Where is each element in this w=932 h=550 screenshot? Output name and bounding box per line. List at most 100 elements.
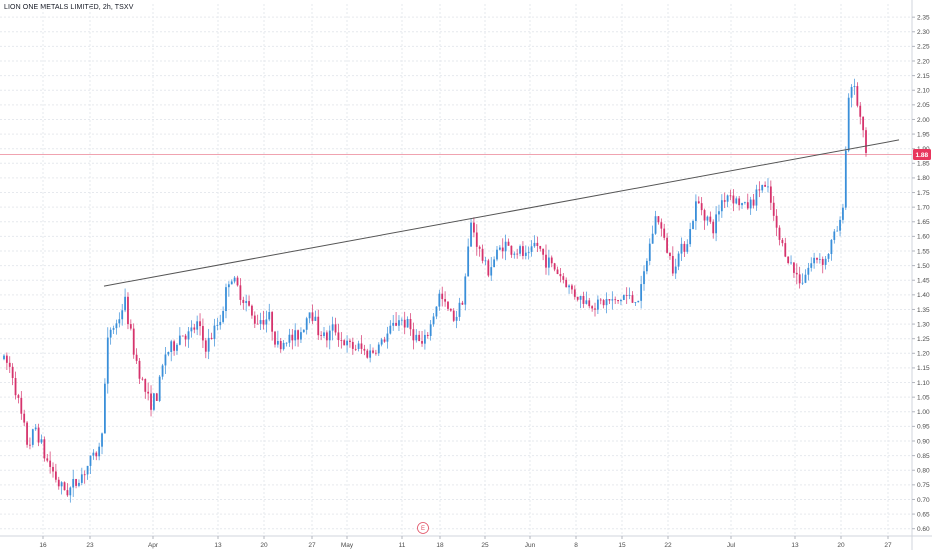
candle[interactable]: [164, 346, 167, 375]
candle[interactable]: [34, 423, 37, 431]
candle[interactable]: [481, 244, 484, 264]
candle[interactable]: [60, 481, 63, 495]
candle[interactable]: [176, 343, 178, 355]
candle[interactable]: [464, 273, 467, 311]
candle[interactable]: [360, 335, 363, 354]
candle[interactable]: [271, 310, 274, 341]
candle[interactable]: [106, 327, 109, 394]
candle[interactable]: [657, 216, 660, 225]
candle[interactable]: [57, 476, 60, 490]
candle[interactable]: [63, 481, 66, 491]
candle[interactable]: [29, 437, 31, 450]
candle[interactable]: [671, 246, 674, 277]
candle[interactable]: [605, 292, 608, 314]
candle[interactable]: [109, 327, 112, 345]
candle[interactable]: [507, 238, 510, 246]
candle[interactable]: [8, 356, 11, 374]
candle[interactable]: [839, 216, 841, 237]
candle[interactable]: [611, 291, 614, 310]
candle[interactable]: [98, 442, 101, 461]
candle[interactable]: [617, 299, 619, 304]
candle[interactable]: [294, 323, 297, 347]
candle[interactable]: [723, 192, 726, 209]
candle[interactable]: [383, 336, 386, 343]
candle[interactable]: [865, 127, 867, 157]
candle[interactable]: [749, 196, 752, 215]
candle[interactable]: [386, 326, 389, 349]
candle[interactable]: [478, 245, 481, 257]
candle[interactable]: [155, 392, 158, 401]
candle[interactable]: [285, 342, 288, 347]
candle[interactable]: [311, 304, 314, 325]
candle[interactable]: [510, 245, 513, 258]
candle[interactable]: [487, 258, 490, 278]
candle[interactable]: [11, 363, 14, 386]
candle[interactable]: [735, 196, 738, 205]
candle[interactable]: [709, 211, 712, 224]
candle[interactable]: [213, 318, 216, 347]
candle[interactable]: [415, 329, 418, 343]
candle[interactable]: [291, 329, 294, 350]
candle[interactable]: [363, 344, 366, 356]
candle[interactable]: [530, 240, 533, 257]
candle[interactable]: [850, 84, 853, 108]
trendline[interactable]: [103, 139, 900, 287]
candle[interactable]: [640, 275, 643, 309]
candle[interactable]: [161, 363, 164, 380]
candle[interactable]: [666, 233, 668, 254]
candle[interactable]: [781, 237, 784, 247]
candle[interactable]: [596, 295, 599, 315]
candle[interactable]: [83, 470, 86, 484]
candle[interactable]: [398, 315, 400, 332]
candle[interactable]: [438, 289, 441, 311]
candle[interactable]: [26, 421, 28, 448]
candle[interactable]: [695, 194, 697, 230]
candle[interactable]: [167, 351, 170, 357]
candle[interactable]: [550, 255, 553, 268]
candle[interactable]: [337, 323, 340, 347]
candle[interactable]: [553, 262, 556, 272]
candle[interactable]: [622, 294, 625, 301]
candle[interactable]: [112, 325, 115, 334]
candle[interactable]: [320, 331, 323, 341]
candle[interactable]: [519, 244, 521, 257]
candle[interactable]: [847, 93, 850, 153]
candle[interactable]: [767, 178, 769, 193]
candle[interactable]: [230, 279, 233, 285]
candle[interactable]: [628, 287, 631, 300]
candle[interactable]: [758, 181, 761, 198]
candle[interactable]: [75, 478, 77, 489]
candle[interactable]: [121, 303, 124, 326]
candle[interactable]: [645, 258, 648, 275]
candle[interactable]: [204, 337, 207, 359]
candle[interactable]: [493, 256, 496, 268]
candle[interactable]: [844, 146, 847, 210]
candle[interactable]: [380, 337, 383, 347]
candle[interactable]: [821, 256, 824, 274]
candle[interactable]: [576, 296, 579, 302]
candle[interactable]: [470, 218, 472, 248]
candle[interactable]: [141, 376, 144, 381]
candle[interactable]: [565, 277, 568, 288]
candle[interactable]: [536, 236, 539, 253]
candle[interactable]: [328, 325, 331, 350]
candle[interactable]: [818, 253, 821, 264]
candle[interactable]: [700, 197, 703, 216]
candle[interactable]: [853, 78, 856, 95]
candle[interactable]: [349, 338, 351, 348]
candle[interactable]: [715, 206, 717, 242]
candles[interactable]: [3, 78, 867, 503]
candle[interactable]: [354, 344, 357, 352]
candle[interactable]: [490, 257, 493, 282]
candle[interactable]: [43, 436, 46, 462]
candle[interactable]: [648, 238, 651, 266]
candle[interactable]: [830, 239, 833, 261]
candle[interactable]: [5, 352, 8, 371]
candle[interactable]: [608, 299, 611, 305]
candle[interactable]: [118, 312, 121, 328]
candle[interactable]: [308, 312, 311, 324]
candle[interactable]: [199, 313, 201, 336]
candle[interactable]: [524, 245, 527, 260]
candle[interactable]: [317, 309, 320, 340]
